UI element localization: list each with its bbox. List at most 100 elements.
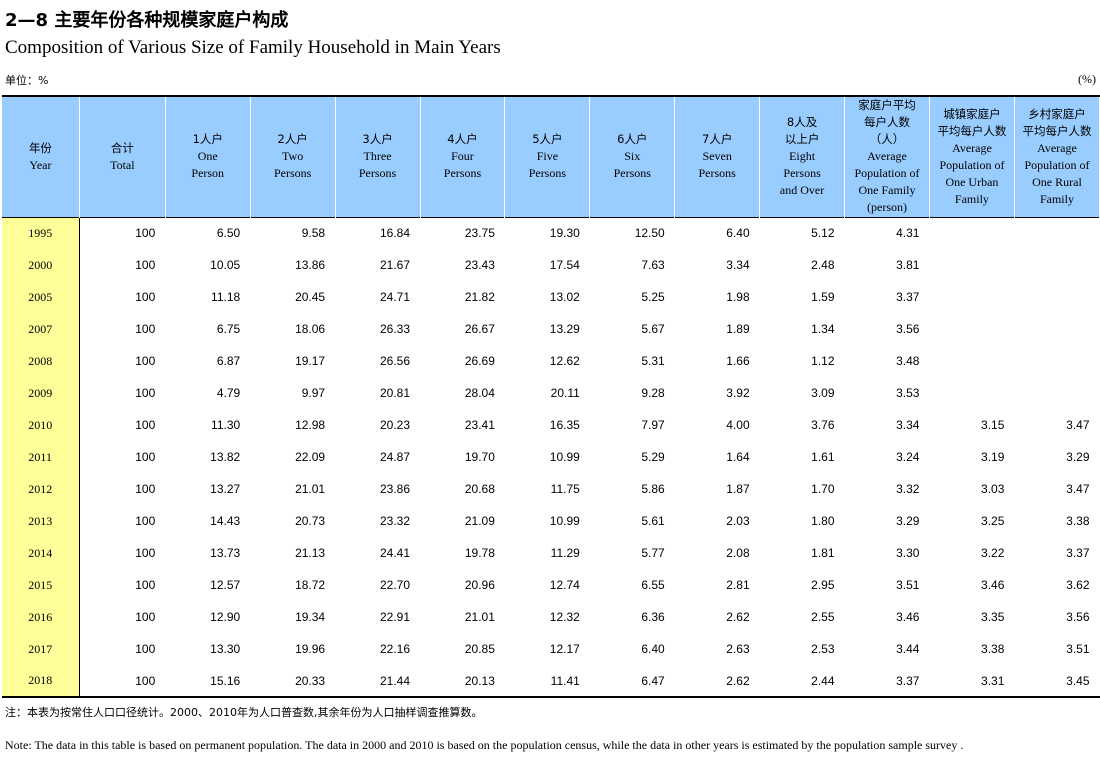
value-cell: 17.54 xyxy=(549,258,580,272)
column-header-cn: 城镇家庭户 平均每户人数 xyxy=(937,106,1007,138)
table-row: 2007 100 6.75 18.06 26.33 26.67 13.29 5.67 1.89 1… xyxy=(1,313,1100,345)
total-cell: 100 xyxy=(135,386,156,400)
year-cell: 2013 xyxy=(1,505,80,537)
year-cell: 2007 xyxy=(1,313,80,345)
value-cell: 6.55 xyxy=(641,578,665,592)
value-cell: 12.57 xyxy=(210,578,241,592)
total-cell: 100 xyxy=(79,665,166,698)
value-cell: 4.31 xyxy=(844,216,930,249)
value-cell: 24.71 xyxy=(379,290,410,304)
value-cell xyxy=(1014,313,1099,345)
value-cell xyxy=(929,216,1015,249)
value-cell: 22.70 xyxy=(379,578,410,592)
column-header: 4人户 Four Persons xyxy=(419,97,506,217)
column-header: 2人户 Two Persons xyxy=(249,97,336,217)
column-header-en: Family xyxy=(1039,191,1074,206)
column-header-cn: 家庭户平均 每户人数 （人） xyxy=(858,98,916,147)
column-header-cn: 4人户 xyxy=(447,132,478,147)
column-header: 城镇家庭户 平均每户人数 Average Population of One Urba… xyxy=(928,97,1015,217)
value-cell: 3.51 xyxy=(896,578,920,592)
table-header: 年份 Year 合计 Total 1人户 One Person 2人户 Two Persons 3人… xyxy=(1,95,1100,217)
value-cell: 12.74 xyxy=(549,578,580,592)
value-cell: 3.31 xyxy=(929,665,1015,698)
value-cell: 3.09 xyxy=(811,386,835,400)
column-header-cn: 2人户 xyxy=(277,132,308,147)
value-cell: 6.87 xyxy=(216,354,241,368)
total-cell: 100 xyxy=(79,216,166,249)
column-header-en: Total xyxy=(110,157,135,172)
value-cell: 6.40 xyxy=(674,216,760,249)
column-header: 年份 Year xyxy=(1,97,80,217)
value-cell: 3.76 xyxy=(811,418,835,432)
value-cell: 3.46 xyxy=(981,578,1005,592)
value-cell: 1.87 xyxy=(726,482,750,496)
value-cell: 3.03 xyxy=(981,482,1005,496)
total-cell: 100 xyxy=(135,290,156,304)
value-cell: 22.09 xyxy=(295,450,326,464)
value-cell: 12.98 xyxy=(295,418,326,432)
value-cell: 4.79 xyxy=(216,386,241,400)
value-cell: 3.24 xyxy=(896,450,920,464)
column-header: 家庭户平均 每户人数 （人） Average Population of One Fa… xyxy=(844,97,930,217)
value-cell: 10.99 xyxy=(549,514,580,528)
value-cell: 19.70 xyxy=(464,450,495,464)
total-cell: 100 xyxy=(135,418,156,432)
value-cell: 12.32 xyxy=(549,610,580,624)
value-cell: 9.97 xyxy=(301,386,326,400)
column-header-en: Three xyxy=(363,149,392,164)
value-cell: 1.61 xyxy=(811,450,835,464)
column-header-cn: 6人户 xyxy=(617,132,648,147)
table-title-cn: 2—8 主要年份各种规模家庭户构成 xyxy=(5,10,289,31)
column-header-cn: 7人户 xyxy=(702,132,733,147)
column-header-en: One Rural xyxy=(1032,174,1082,189)
value-cell: 3.48 xyxy=(896,354,920,368)
table-row: 2012 100 13.27 21.01 23.86 20.68 11.75 5.86 1.87… xyxy=(1,473,1100,505)
column-header: 7人户 Seven Persons xyxy=(674,97,761,217)
value-cell: 21.09 xyxy=(464,514,495,528)
value-cell: 2.44 xyxy=(759,665,845,698)
value-cell: 13.86 xyxy=(295,258,326,272)
column-header-en: Five xyxy=(536,149,559,164)
value-cell: 20.13 xyxy=(420,665,505,698)
column-header-en: Persons xyxy=(613,166,651,181)
value-cell: 5.67 xyxy=(641,322,665,336)
value-cell: 3.22 xyxy=(981,546,1005,560)
value-cell: 23.86 xyxy=(379,482,410,496)
table-title-en: Composition of Various Size of Family Ho… xyxy=(5,37,501,58)
value-cell: 7.63 xyxy=(641,258,665,272)
value-cell: 1.59 xyxy=(811,290,835,304)
year-cell: 1995 xyxy=(1,216,80,249)
value-cell: 12.50 xyxy=(589,216,675,249)
value-cell: 13.73 xyxy=(210,546,241,560)
value-cell: 3.53 xyxy=(896,386,920,400)
table-row: 2000 100 10.05 13.86 21.67 23.43 17.54 7.63 3.34… xyxy=(1,249,1100,281)
value-cell: 26.67 xyxy=(464,322,495,336)
column-header: 合计 Total xyxy=(78,97,166,217)
table-row: 2018 100 15.16 20.33 21.44 20.13 11.41 6.47 2.62… xyxy=(1,665,1100,698)
value-cell xyxy=(929,249,1014,281)
value-cell: 3.81 xyxy=(896,258,920,272)
value-cell xyxy=(1014,345,1099,377)
column-header-en: Persons xyxy=(783,166,821,181)
value-cell: 1.70 xyxy=(811,482,835,496)
column-header-cn: 合计 xyxy=(110,140,134,155)
value-cell: 14.43 xyxy=(210,514,241,528)
value-cell: 1.64 xyxy=(726,450,750,464)
value-cell: 19.30 xyxy=(504,216,590,249)
value-cell: 2.81 xyxy=(726,578,750,592)
value-cell: 23.75 xyxy=(420,216,505,249)
value-cell: 15.16 xyxy=(165,665,251,698)
value-cell: 1.34 xyxy=(811,322,835,336)
value-cell: 20.23 xyxy=(379,418,410,432)
value-cell xyxy=(929,345,1014,377)
value-cell: 20.45 xyxy=(295,290,326,304)
value-cell: 19.34 xyxy=(295,610,326,624)
column-header-en: One Family xyxy=(858,183,916,198)
value-cell: 11.30 xyxy=(211,418,241,432)
value-cell xyxy=(929,377,1014,409)
value-cell: 23.43 xyxy=(464,258,495,272)
table-row: 2010 100 11.30 12.98 20.23 23.41 16.35 7.97 4.00… xyxy=(1,409,1100,441)
value-cell: 6.36 xyxy=(641,610,665,624)
value-cell: 20.68 xyxy=(464,482,495,496)
value-cell: 6.75 xyxy=(216,322,241,336)
